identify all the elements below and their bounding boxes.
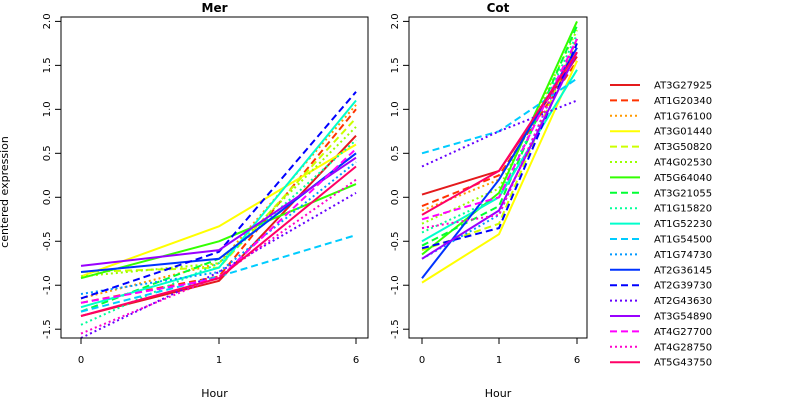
legend-label: AT2G39730 [654,281,712,292]
series-line-at1g20340 [80,108,357,304]
series-line-at4g27700 [421,38,578,221]
y-tick-label: 1.0 [42,101,53,117]
series-line-at1g74730 [80,161,357,295]
series-line-at2g36145 [80,152,357,273]
series-line-at3g54890 [80,156,357,267]
x-axis-label: Hour [485,387,512,400]
series-line-at2g43630 [421,99,578,168]
legend-label: AT1G54500 [654,235,712,246]
series-line-at4g28750 [421,38,578,230]
series-line-at3g01440 [421,60,578,284]
plot-frame [60,16,369,339]
panel-cot: Cot 0 1 6 -1.5 -1.0 -0.5 0.0 0.5 1.0 1.5 2.0 Hour [390,1,588,400]
legend-label: AT1G52230 [654,219,712,230]
y-tick-label: 0.0 [390,189,401,205]
legend: AT3G27925 AT1G20340 AT1G76100 AT3G01440 AT3G… [610,81,712,369]
y-tick-label: -0.5 [390,232,401,252]
plot-frame [408,16,588,339]
legend-label: AT3G21055 [654,188,712,199]
x-axis-label: Hour [201,387,228,400]
x-tick-label: 1 [216,355,222,366]
y-tick-label: 0.0 [42,189,53,205]
panel-mer: Mer 0 1 6 -1.5 -1.0 -0.5 0.0 0.5 1.0 1.5 2.0 Hour [42,1,369,400]
series-line-at5g64040 [421,20,578,256]
legend-label: AT1G74730 [654,250,712,261]
y-tick-label: 1.5 [42,57,53,73]
x-tick-label: 0 [419,355,425,366]
series-line-at4g27700 [80,148,357,304]
legend-label: AT3G50820 [654,142,712,153]
legend-label: AT2G36145 [654,265,712,276]
legend-label: AT4G27700 [654,327,712,338]
x-tick-label: 6 [353,355,359,366]
y-tick-label: -1.5 [390,319,401,339]
y-tick-label: 1.5 [390,57,401,73]
y-tick-label: -0.5 [42,232,53,252]
y-tick-label: 2.0 [390,13,401,29]
legend-label: AT1G15820 [654,204,712,215]
legend-label: AT2G43630 [654,296,712,307]
y-tick-label: 1.0 [390,101,401,117]
y-tick-label: -1.5 [42,319,53,339]
legend-label: AT4G02530 [654,158,712,169]
panel-title: Mer [202,1,228,15]
legend-label: AT3G01440 [654,127,712,138]
x-tick-label: 0 [78,355,84,366]
y-axis-label: centered expression [0,136,11,248]
panel-title: Cot [487,1,510,15]
x-tick-label: 1 [496,355,502,366]
series-line-at5g43750 [421,51,578,216]
y-tick-label: 2.0 [42,13,53,29]
legend-label: AT4G28750 [654,342,712,353]
y-tick-label: -1.0 [390,275,401,295]
series-line-at1g54500 [80,234,357,313]
series-line-at4g02530 [80,126,357,278]
series-line-at1g15820 [80,139,357,326]
legend-label: AT3G54890 [654,312,712,323]
legend-label: AT1G20340 [654,96,712,107]
series-line-at5g43750 [80,165,357,317]
series-line-at1g20340 [421,60,578,208]
series-line-at1g52230 [80,99,357,309]
legend-label: AT5G64040 [654,173,712,184]
series-line-at1g54500 [421,77,578,155]
series-line-at2g39730 [80,91,357,300]
series-line-at4g28750 [80,178,357,335]
legend-label: AT3G27925 [654,81,712,92]
series-line-at3g21055 [421,25,578,247]
series-line-at2g43630 [80,192,357,339]
y-tick-label: 0.5 [390,145,401,161]
legend-label: AT1G76100 [654,111,712,122]
y-tick-label: 0.5 [42,145,53,161]
y-tick-label: -1.0 [42,275,53,295]
x-tick-label: 6 [574,355,580,366]
legend-label: AT5G43750 [654,358,712,369]
series-line-at3g54890 [421,51,578,260]
